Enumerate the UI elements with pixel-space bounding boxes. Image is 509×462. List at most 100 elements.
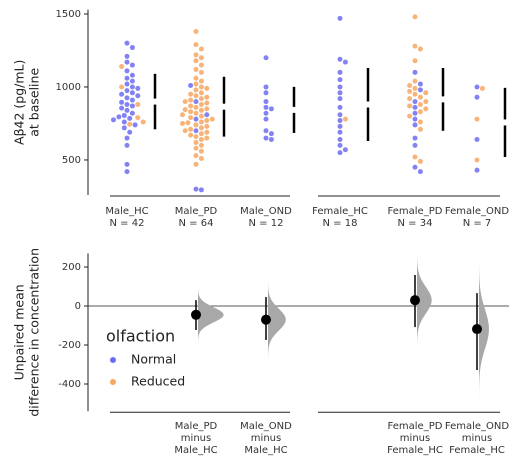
data-point <box>198 148 204 154</box>
data-point <box>121 125 127 131</box>
data-point <box>342 116 348 122</box>
data-point <box>474 84 480 90</box>
data-point <box>474 157 480 163</box>
data-point <box>263 99 269 105</box>
data-point <box>129 97 135 103</box>
effect-dot <box>261 314 271 325</box>
data-point <box>337 96 343 102</box>
data-point <box>193 75 199 81</box>
legend: olfaction Normal Reduced <box>106 327 185 389</box>
data-point <box>412 99 418 105</box>
data-point <box>474 94 480 100</box>
data-point <box>412 91 418 97</box>
data-point <box>129 90 135 96</box>
data-point <box>127 115 133 121</box>
data-point <box>193 145 199 151</box>
legend-swatch <box>110 357 116 363</box>
x-tick-label: Female_HC <box>387 445 443 456</box>
x-tick-label: Female_PD <box>388 206 443 217</box>
data-point <box>124 40 130 46</box>
x-tick-label: minus <box>400 433 430 444</box>
data-point <box>268 137 274 143</box>
data-point <box>124 88 130 94</box>
data-point <box>417 101 423 107</box>
data-point <box>188 126 194 132</box>
data-point <box>198 84 204 90</box>
y-axis-label: Unpaired mean <box>12 284 27 380</box>
x-tick-label: Male_OND <box>240 421 292 432</box>
data-point <box>124 107 130 113</box>
data-point <box>204 85 210 91</box>
data-point <box>407 83 413 89</box>
data-point <box>124 68 130 74</box>
data-point <box>198 137 204 143</box>
data-point <box>188 132 194 138</box>
data-point <box>337 137 343 143</box>
effect-panel: -400 -200 0 200 Unpaired mean difference in c… <box>12 247 509 456</box>
data-point <box>198 62 204 68</box>
y-tick-label: 200 <box>62 262 81 273</box>
data-point <box>198 107 204 113</box>
data-point <box>263 55 269 61</box>
y-tick-label: 1000 <box>56 82 81 93</box>
data-point <box>198 96 204 102</box>
data-point <box>198 131 204 137</box>
x-tick-label: Male_PD <box>175 206 218 217</box>
x-tick-label: Male_OND <box>240 206 292 217</box>
data-point <box>474 116 480 122</box>
data-point <box>337 150 343 156</box>
n-label: N = 18 <box>323 218 358 229</box>
effect-dot <box>191 309 201 320</box>
data-point <box>193 186 199 192</box>
data-point <box>188 91 194 97</box>
data-point <box>268 106 274 112</box>
data-point <box>263 128 269 134</box>
data-point <box>337 69 343 75</box>
bootstrap-distribution <box>198 284 224 346</box>
data-point <box>204 100 210 106</box>
data-point <box>198 125 204 131</box>
data-point <box>193 58 199 64</box>
data-point <box>135 115 141 121</box>
data-point <box>263 116 269 122</box>
x-tick-label: Male_HC <box>174 445 217 456</box>
data-point <box>132 122 138 128</box>
y-tick-label: -400 <box>58 379 81 390</box>
data-point <box>193 161 199 167</box>
data-point <box>180 112 185 118</box>
n-label: N = 34 <box>398 218 433 229</box>
data-point <box>412 135 418 141</box>
data-point <box>193 110 199 116</box>
y-tick-label: 1500 <box>56 9 81 20</box>
data-point <box>124 169 130 175</box>
data-point <box>412 154 418 160</box>
data-point <box>474 137 480 143</box>
y-tick-label: -200 <box>58 340 81 351</box>
data-point <box>412 104 418 110</box>
x-tick-label: minus <box>251 433 281 444</box>
data-point <box>124 161 130 167</box>
x-tick-label: Male_PD <box>175 421 218 432</box>
data-point <box>417 109 423 115</box>
data-point <box>337 104 343 110</box>
data-point <box>129 103 135 109</box>
data-point <box>209 116 215 122</box>
data-point <box>119 105 125 111</box>
data-point <box>198 113 204 119</box>
legend-title: olfaction <box>106 327 175 346</box>
data-point <box>337 15 343 21</box>
data-point <box>337 84 343 90</box>
data-point <box>193 139 199 145</box>
data-point <box>204 129 210 135</box>
data-point <box>193 128 199 134</box>
data-point <box>474 167 480 173</box>
x-tick-label: Female_HC <box>312 206 368 217</box>
data-point <box>337 56 343 62</box>
data-point <box>119 64 125 70</box>
data-point <box>263 84 269 90</box>
data-point <box>182 99 188 105</box>
data-point <box>412 69 418 75</box>
n-label: N = 7 <box>463 218 492 229</box>
data-point <box>407 88 413 94</box>
n-label: N = 42 <box>110 218 145 229</box>
